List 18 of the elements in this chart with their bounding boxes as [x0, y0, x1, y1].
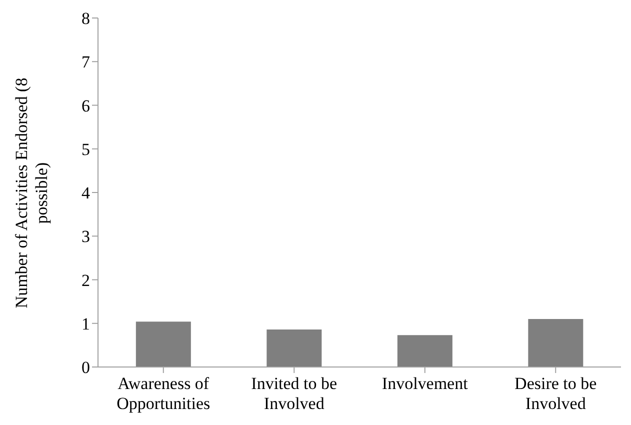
- x-tick-label: Involvement: [382, 374, 468, 393]
- y-tick-label: 6: [82, 96, 90, 116]
- x-tick-label: Awareness of Opportunities: [116, 374, 210, 413]
- y-tick-label: 3: [82, 227, 90, 246]
- bar: [266, 329, 322, 367]
- y-tick-label: 1: [82, 314, 90, 334]
- y-tick-label: 5: [82, 140, 90, 159]
- x-tick-label: Invited to be Involved: [251, 374, 338, 413]
- y-tick-label: 2: [82, 270, 90, 290]
- y-axis-title: Number of Activities Endorsed (8 possible): [12, 77, 52, 308]
- y-tick-label: 4: [82, 184, 90, 203]
- bar: [528, 319, 584, 367]
- bar: [136, 322, 191, 367]
- bar: [397, 335, 452, 367]
- x-tick-label: Desire to be Involved: [514, 374, 597, 413]
- y-tick-label: 0: [82, 358, 90, 378]
- y-tick-label: 8: [82, 9, 90, 28]
- y-tick-label: 7: [82, 52, 90, 72]
